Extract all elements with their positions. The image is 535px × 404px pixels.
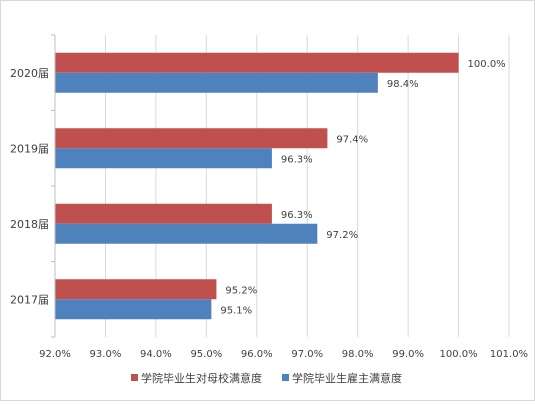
x-tick-label: 98.0% <box>342 349 374 360</box>
legend-label: 学院毕业生对母校满意度 <box>141 371 262 385</box>
category-label: 2018届 <box>10 218 49 231</box>
x-tick-label: 97.0% <box>291 349 323 360</box>
bar-employer-satisfaction <box>55 148 272 169</box>
bar-employer-satisfaction <box>55 299 212 320</box>
x-tick-label: 92.0% <box>39 349 71 360</box>
data-label: 95.1% <box>220 305 252 316</box>
bar-alumni-satisfaction <box>55 279 217 300</box>
bar-alumni-satisfaction <box>55 203 272 224</box>
x-tick-label: 96.0% <box>241 349 273 360</box>
data-label: 95.2% <box>225 285 257 296</box>
data-label: 97.2% <box>326 230 358 241</box>
data-label: 97.4% <box>336 134 368 145</box>
data-label: 100.0% <box>468 59 506 70</box>
legend-swatch <box>131 374 138 381</box>
data-label: 96.3% <box>281 154 313 165</box>
bar-alumni-satisfaction <box>55 128 328 149</box>
axes: 92.0% 93.0% 94.0% 95.0% 96.0% 97.0% 98.0% 99.0%… <box>10 34 528 360</box>
x-tick-label: 93.0% <box>90 349 122 360</box>
bars <box>55 52 459 320</box>
legend-swatch <box>282 374 289 381</box>
category-label: 2019届 <box>10 142 49 155</box>
category-label: 2017届 <box>10 293 49 306</box>
x-tick-label: 94.0% <box>140 349 172 360</box>
legend: 学院毕业生对母校满意度 学院毕业生雇主满意度 <box>131 371 402 385</box>
x-tick-label: 101.0% <box>490 349 528 360</box>
legend-label: 学院毕业生雇主满意度 <box>292 371 402 385</box>
x-tick-label: 95.0% <box>190 349 222 360</box>
bar-employer-satisfaction <box>55 72 378 93</box>
data-label: 96.3% <box>281 210 313 221</box>
bar-employer-satisfaction <box>55 223 318 244</box>
data-labels: 100.0% 98.4% 97.4% 96.3% 96.3% 97.2% 95.2% 95.1… <box>220 59 505 317</box>
data-label: 98.4% <box>387 79 419 90</box>
x-tick-label: 99.0% <box>392 349 424 360</box>
category-label: 2020届 <box>10 67 49 80</box>
x-tick-label: 100.0% <box>439 349 477 360</box>
bar-alumni-satisfaction <box>55 52 459 73</box>
